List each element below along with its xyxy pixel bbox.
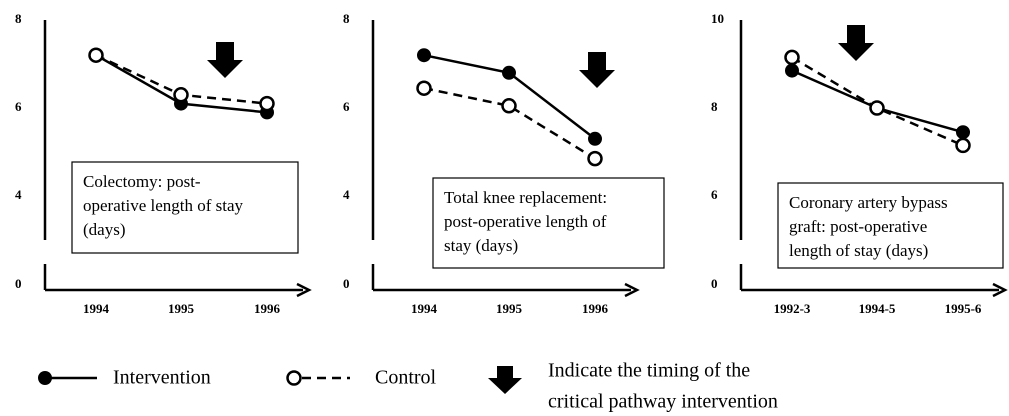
x-tick-label: 1995-6 — [945, 301, 982, 316]
annotation-text: operative length of stay — [83, 196, 244, 215]
data-point — [416, 80, 432, 96]
data-point — [88, 47, 104, 63]
data-point — [587, 150, 603, 167]
data-point — [956, 125, 970, 140]
data-point — [417, 48, 431, 63]
y-tick-label: 8 — [343, 11, 350, 26]
intervention-arrow — [838, 25, 874, 61]
y-tick-label: 10 — [711, 11, 724, 26]
legend-note: critical pathway intervention — [548, 391, 778, 413]
x-tick-label: 1996 — [254, 301, 281, 316]
annotation-box — [71, 161, 299, 254]
legend-marker — [286, 370, 302, 386]
y-tick-label: 0 — [343, 276, 350, 291]
x-axis-arrow — [296, 282, 312, 298]
y-tick-label: 4 — [15, 187, 22, 202]
legend: Intervention Control Indicate the timing… — [38, 360, 778, 413]
y-tick-label: 6 — [15, 99, 22, 114]
annotation-text: Coronary artery bypass — [789, 193, 948, 212]
y-tick-label: 6 — [711, 187, 718, 202]
data-point — [785, 63, 799, 78]
annotation-text: length of stay (days) — [789, 241, 928, 260]
y-tick-label: 6 — [343, 99, 350, 114]
annotation-text: Colectomy: post- — [83, 172, 201, 191]
annotation-box — [777, 182, 1004, 269]
legend-note: Indicate the timing of the — [548, 360, 750, 382]
x-tick-label: 1994 — [411, 301, 438, 316]
annotation-text: graft: post-operative — [789, 217, 927, 236]
legend-label: Control — [375, 367, 437, 389]
x-tick-label: 1992-3 — [774, 301, 811, 316]
annotation-text: Total knee replacement: — [444, 188, 607, 207]
intervention-arrow — [207, 42, 243, 78]
annotation-box — [432, 177, 665, 269]
legend-arrow — [488, 366, 522, 394]
data-point — [502, 65, 516, 80]
data-point — [784, 49, 800, 66]
x-tick-label: 1995 — [496, 301, 523, 316]
intervention-arrow — [579, 52, 615, 88]
y-tick-label: 4 — [343, 187, 350, 202]
x-tick-label: 1995 — [168, 301, 195, 316]
data-point — [955, 137, 971, 154]
legend-marker — [38, 371, 52, 385]
data-point — [501, 98, 517, 114]
y-tick-label: 8 — [15, 11, 22, 26]
x-axis-arrow — [992, 282, 1008, 298]
data-point — [173, 87, 189, 103]
annotation-text: post-operative length of — [444, 212, 607, 231]
data-point — [588, 131, 602, 146]
series-line — [423, 86, 596, 160]
y-tick-label: 0 — [15, 276, 22, 291]
data-point — [869, 100, 885, 116]
x-axis-arrow — [624, 282, 640, 298]
y-tick-label: 8 — [711, 99, 718, 114]
annotation-text: stay (days) — [444, 236, 518, 255]
annotation-text: (days) — [83, 220, 125, 239]
x-tick-label: 1996 — [582, 301, 609, 316]
data-point — [259, 95, 275, 112]
x-tick-label: 1994 — [83, 301, 110, 316]
y-tick-label: 0 — [711, 276, 718, 291]
x-tick-label: 1994-5 — [859, 301, 896, 316]
legend-label: Intervention — [113, 367, 211, 389]
